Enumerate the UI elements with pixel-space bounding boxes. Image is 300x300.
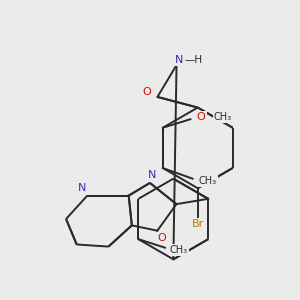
Text: Br: Br <box>192 219 204 229</box>
Text: CH₃: CH₃ <box>198 176 217 186</box>
Text: O: O <box>157 233 166 243</box>
Text: N: N <box>148 170 156 181</box>
Text: —H: —H <box>184 55 202 65</box>
Text: CH₃: CH₃ <box>170 245 188 255</box>
Text: N: N <box>175 55 183 65</box>
Text: N: N <box>78 183 86 193</box>
Text: O: O <box>197 112 206 122</box>
Text: O: O <box>142 87 151 97</box>
Text: CH₃: CH₃ <box>214 112 232 122</box>
